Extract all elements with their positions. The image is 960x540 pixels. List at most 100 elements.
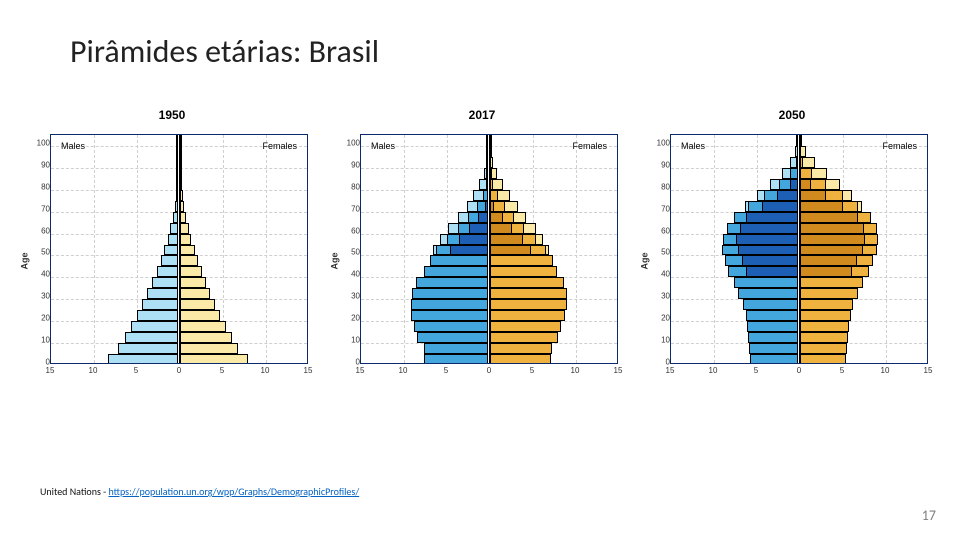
female-bar xyxy=(490,332,558,343)
female-bar xyxy=(800,157,803,168)
female-bar xyxy=(490,288,567,299)
female-bar xyxy=(180,201,184,212)
females-label: Females xyxy=(572,141,607,151)
y-tick: 10 xyxy=(652,336,670,345)
male-bar xyxy=(416,277,488,288)
female-bar xyxy=(180,212,186,223)
x-tick: 15 xyxy=(304,366,313,375)
male-bar xyxy=(157,266,179,277)
x-tick: 5 xyxy=(134,366,138,375)
x-tick: 0 xyxy=(177,366,181,375)
female-bar xyxy=(800,288,858,299)
male-bar xyxy=(790,179,798,190)
female-bar xyxy=(180,343,238,354)
female-bar xyxy=(490,277,564,288)
female-bar xyxy=(490,234,523,245)
chart-title: 2017 xyxy=(469,108,496,122)
male-bar xyxy=(118,343,178,354)
y-tick: 60 xyxy=(32,226,50,235)
female-bar xyxy=(180,255,198,266)
y-tick: 90 xyxy=(32,160,50,169)
y-tick: 80 xyxy=(342,182,360,191)
males-label: Males xyxy=(371,141,395,151)
male-bar xyxy=(486,179,488,190)
y-tick: 10 xyxy=(342,336,360,345)
male-bar xyxy=(176,190,178,201)
female-bar xyxy=(800,245,863,256)
male-bar xyxy=(424,354,488,364)
female-bar xyxy=(490,168,492,179)
male-bar xyxy=(749,343,798,354)
male-bar xyxy=(161,255,178,266)
x-tick: 15 xyxy=(614,366,623,375)
male-bar xyxy=(740,223,798,234)
x-tick: 15 xyxy=(356,366,365,375)
y-tick: 20 xyxy=(32,314,50,323)
male-bar xyxy=(175,201,178,212)
male-bar xyxy=(412,288,488,299)
male-bar xyxy=(137,310,178,321)
gender-labels: MalesFemales xyxy=(51,141,307,151)
male-bar xyxy=(469,223,488,234)
male-bar xyxy=(142,299,178,310)
female-bar xyxy=(180,299,215,310)
y-tick: 30 xyxy=(652,292,670,301)
female-bar xyxy=(180,157,182,168)
female-bar xyxy=(180,288,210,299)
female-bar xyxy=(180,332,232,343)
female-bar xyxy=(490,190,498,201)
male-bar xyxy=(743,299,798,310)
source-citation: United Nations - https://population.un.o… xyxy=(40,485,359,498)
male-bar xyxy=(742,255,798,266)
page-title: Pirâmides etárias: Brasil xyxy=(70,32,379,71)
page-number: 17 xyxy=(922,507,936,524)
male-bar xyxy=(738,245,798,256)
male-bar xyxy=(736,234,798,245)
male-bar xyxy=(176,168,178,179)
male-bar xyxy=(164,245,178,256)
y-tick: 90 xyxy=(342,160,360,169)
male-bar xyxy=(173,212,178,223)
female-bar xyxy=(800,321,849,332)
x-tick: 5 xyxy=(444,366,448,375)
male-bar xyxy=(152,277,178,288)
male-bar xyxy=(738,288,798,299)
y-tick: 30 xyxy=(342,292,360,301)
male-bar xyxy=(417,332,488,343)
gender-labels: Males Females xyxy=(361,141,617,151)
male-bar xyxy=(486,157,488,168)
source-link[interactable]: https://population.un.org/wpp/Graphs/Dem… xyxy=(108,485,359,498)
female-bar xyxy=(490,157,493,168)
female-bar xyxy=(490,223,512,234)
male-bar xyxy=(478,212,488,223)
x-tick: 10 xyxy=(709,366,718,375)
male-bar xyxy=(746,212,798,223)
plot-area: MalesFemales xyxy=(670,134,928,364)
male-bar xyxy=(170,223,178,234)
female-bar xyxy=(800,310,851,321)
y-tick: 50 xyxy=(652,248,670,257)
female-bar xyxy=(490,255,553,266)
pyramid-chart: 2017Age0102030405060708090100MalesFemale… xyxy=(332,108,632,396)
female-bar xyxy=(800,354,846,364)
y-tick: 30 xyxy=(32,292,50,301)
male-bar xyxy=(796,157,798,168)
female-bar xyxy=(180,245,195,256)
female-bar xyxy=(490,310,565,321)
male-bar xyxy=(748,332,798,343)
x-tick: 10 xyxy=(261,366,270,375)
y-axis-label: Age xyxy=(20,252,30,269)
female-bar xyxy=(490,179,493,190)
female-bar xyxy=(180,179,182,190)
female-bar xyxy=(180,277,206,288)
y-tick: 20 xyxy=(342,314,360,323)
male-bar xyxy=(424,343,489,354)
y-tick: 40 xyxy=(32,270,50,279)
female-bar xyxy=(180,223,189,234)
female-bar xyxy=(180,310,220,321)
female-bar xyxy=(490,354,551,364)
female-bar xyxy=(800,201,843,212)
gender-labels: MalesFemales xyxy=(671,141,927,151)
male-bar xyxy=(411,299,488,310)
female-bar xyxy=(800,299,853,310)
